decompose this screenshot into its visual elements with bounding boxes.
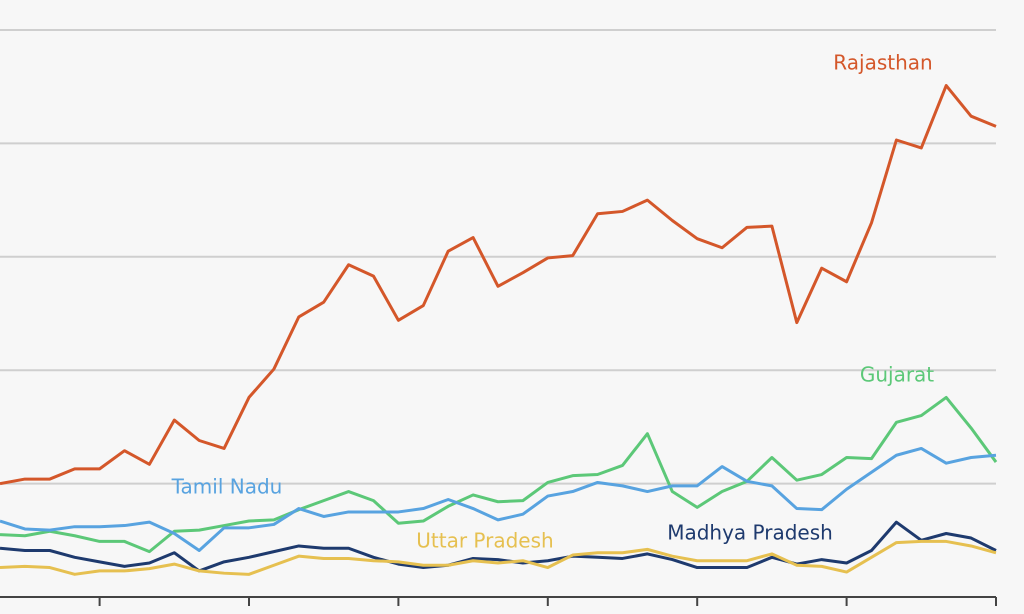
series-label: Tamil Nadu	[171, 475, 283, 499]
series-line	[0, 395, 998, 554]
series-line	[0, 446, 997, 553]
series-line	[0, 539, 997, 576]
series-line	[0, 520, 997, 573]
series-label: Rajasthan	[833, 51, 932, 75]
series-label: Gujarat	[860, 363, 934, 387]
series-label: Uttar Pradesh	[416, 529, 553, 553]
series-line	[0, 84, 997, 486]
series-label: Madhya Pradesh	[667, 521, 833, 545]
